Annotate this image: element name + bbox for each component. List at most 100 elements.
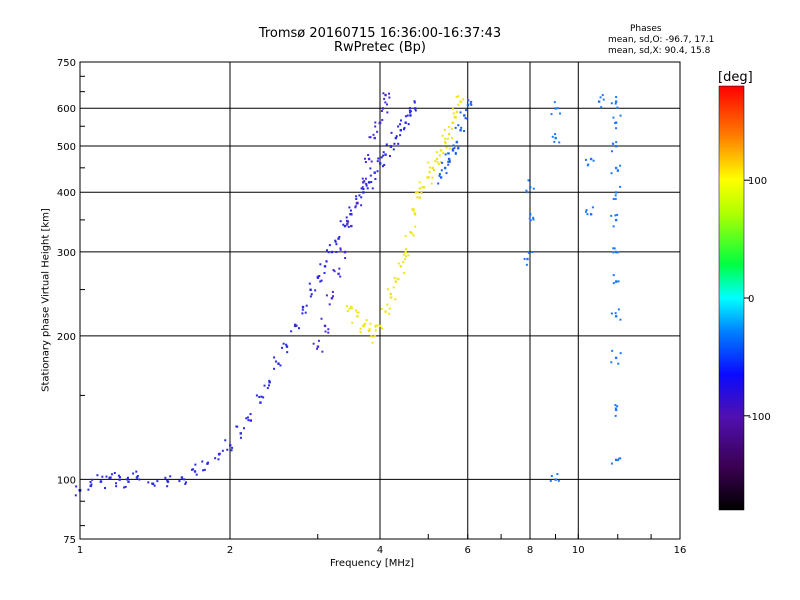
data-point-sporadic-spread [599, 96, 602, 99]
data-point-O-spread [118, 476, 121, 479]
data-point-sporadic-spread [615, 280, 618, 283]
data-point-X-spread [416, 190, 419, 193]
data-point-sporadic-spread [614, 102, 617, 105]
data-point-X [367, 329, 371, 333]
data-point-O-spread [166, 485, 169, 488]
data-point-O-spread-spread [320, 317, 323, 320]
data-point-O [118, 478, 121, 481]
data-point-O-spread [413, 101, 416, 104]
data-point-O-spread [369, 174, 372, 177]
data-point-O-spread-spread [345, 219, 348, 222]
x-tick-label-10: 10 [572, 545, 585, 556]
data-point-O-spread [290, 330, 293, 333]
data-point-sporadic [614, 100, 618, 103]
data-point-O [413, 107, 417, 110]
data-point-sporadic-spread [614, 312, 617, 315]
data-point-sporadic-spread [549, 479, 552, 482]
data-point-X-spread [393, 276, 396, 279]
data-point-O-spread [370, 181, 373, 184]
data-point-X-spread [413, 212, 416, 215]
data-point-X-spread [359, 330, 362, 333]
data-point-sporadic-spread [611, 349, 614, 352]
data-point-O-spread-spread [386, 111, 389, 114]
data-point-O-upper-spread [441, 161, 444, 164]
data-point-O-spread [295, 324, 298, 327]
data-point-X-spread [414, 191, 417, 194]
data-point-O-spread [362, 181, 365, 184]
data-point-X [373, 334, 376, 338]
data-point-X [394, 280, 398, 283]
data-point-sporadic-spread [527, 251, 530, 254]
data-point-sporadic-spread [616, 459, 619, 462]
x-axis-ticks: 1 2 4 6 8 10 16 [77, 534, 686, 556]
data-point-X-spread [350, 307, 353, 310]
data-point-X-spread [386, 303, 389, 306]
data-point-X-spread [404, 258, 407, 261]
data-point-O-spread [358, 194, 361, 197]
data-point-O-spread [399, 123, 402, 126]
data-point-X-spread [451, 122, 454, 125]
data-point-O-spread [169, 475, 172, 478]
data-point-X-spread [438, 154, 441, 157]
data-point-sporadic [529, 186, 532, 189]
data-point-O-upper [451, 149, 455, 152]
data-point-sporadic-spread [592, 159, 595, 162]
data-point-O-upper [463, 114, 466, 117]
x-tick-label-2: 2 [227, 545, 233, 556]
data-point-X-spread [444, 137, 447, 140]
data-point-sporadic-spread [616, 213, 619, 216]
data-point-sporadic-spread [610, 361, 613, 364]
data-point-sporadic-spread [610, 312, 613, 315]
data-point-sporadic-spread [610, 214, 613, 217]
data-point-O-spread [224, 439, 227, 442]
data-point-X-spread [363, 325, 366, 328]
data-point-sporadic-spread [610, 172, 613, 175]
data-point-X-spread [448, 125, 451, 128]
data-point-X-spread [442, 152, 445, 155]
data-point-O-spread [408, 107, 411, 110]
data-point-X-spread [407, 254, 410, 257]
data-point-sporadic-spread [619, 318, 622, 321]
data-point-O-spread [348, 206, 351, 209]
x-tick-label-1: 1 [77, 545, 83, 556]
data-point-sporadic [614, 408, 618, 412]
data-point-X-spread [457, 103, 460, 106]
data-point-O-spread [301, 312, 304, 315]
data-point-O-spread [409, 110, 412, 113]
data-point-X-spread [397, 278, 400, 281]
data-point-O [277, 362, 280, 365]
data-point-X-spread [355, 309, 358, 312]
data-point-X-spread [429, 166, 432, 169]
data-point-X-spread [346, 305, 349, 308]
data-point-O-spread-spread [312, 342, 315, 345]
data-point-O-spread [281, 346, 284, 349]
data-point-O-spread [226, 448, 229, 451]
data-point-O-spread-spread [344, 257, 347, 260]
data-point-X-spread [430, 182, 433, 185]
data-point-O-spread [190, 468, 193, 471]
data-point-O-spread-spread [333, 270, 336, 273]
data-point-X-spread [394, 298, 397, 301]
data-point-X-spread [418, 181, 421, 184]
data-point-X-spread [462, 98, 465, 101]
data-point-X-spread [404, 235, 407, 238]
data-point-X-spread [412, 234, 415, 237]
data-point-sporadic-spread [619, 164, 622, 167]
data-point-sporadic [614, 144, 618, 148]
data-point-O [350, 213, 353, 216]
data-point-O-spread [304, 311, 307, 314]
data-point-O-spread [147, 481, 150, 484]
data-point-X [399, 265, 403, 268]
data-point-sporadic-spread [526, 191, 529, 194]
data-point-O-spread-spread [317, 339, 320, 342]
data-point-O-spread [408, 109, 411, 112]
data-point-X-spread [365, 319, 368, 322]
data-point-O-upper-spread [457, 146, 460, 149]
data-point-O-spread [101, 475, 104, 478]
data-point-O-upper-spread [469, 102, 472, 105]
data-point-sporadic-spread [550, 475, 553, 478]
data-point-O-spread [231, 446, 234, 449]
data-point-sporadic-spread [617, 280, 620, 283]
data-point-O-spread-spread [382, 92, 385, 95]
data-point-O-spread [258, 395, 261, 398]
